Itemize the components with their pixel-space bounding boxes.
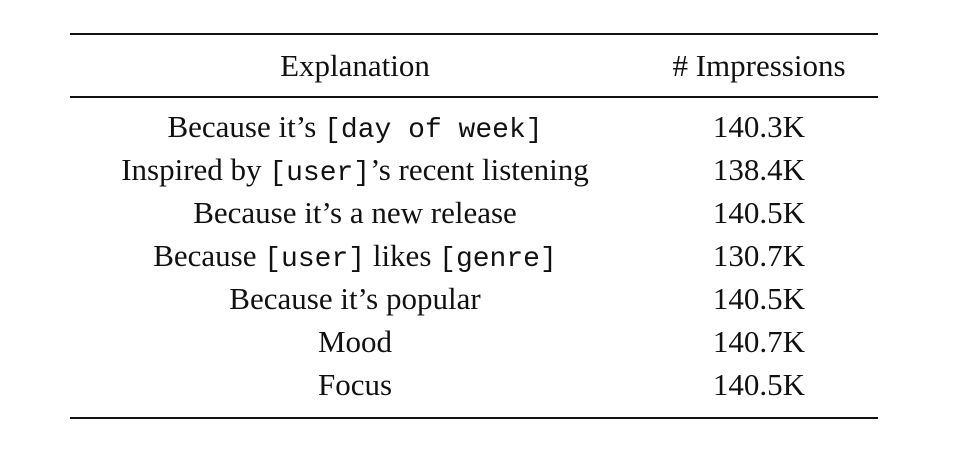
placeholder-token: [day of week] [324,114,543,146]
explanation-cell: Because it’s popular [70,281,640,317]
impressions-cell: 140.3K [712,109,806,144]
placeholder-token: [user] [264,243,366,275]
explanation-text: Because it’s popular [229,281,481,316]
explanation-text: Because it’s a new release [193,195,517,230]
explanation-text: Inspired by [121,151,270,187]
explanation-cell: Inspired by [user]’s recent listening [70,152,640,189]
explanation-cell: Because it’s a new release [70,195,640,231]
explanation-text: Because it’s [167,108,325,144]
table-row: Because it’s [day of week] 140.3K [70,106,878,149]
explanation-text: Focus [317,367,393,402]
impressions-cell: 140.5K [712,195,806,230]
table-row: Inspired by [user]’s recent listening 138… [70,149,878,192]
explanation-text: Mood [317,324,393,359]
table-body: Because it’s [day of week] 140.3K Inspired… [70,106,878,407]
impressions-cell: 140.7K [712,324,806,359]
header-impressions: # Impressions [672,47,846,83]
bottom-rule [70,416,878,419]
table-row: Because [user] likes [genre] 130.7K [70,235,878,278]
explanation-text: Because [153,237,265,273]
explanation-cell: Mood [70,324,640,360]
impressions-table: Explanation # Impressions Because it’s [… [70,33,878,419]
impressions-cell: 140.5K [712,367,806,402]
impressions-cell: 130.7K [712,238,806,273]
table-row: Because it’s popular 140.5K [70,278,878,321]
explanation-cell: Because it’s [day of week] [70,109,640,146]
header-row: Explanation # Impressions [70,35,878,96]
header-rule [70,96,878,98]
top-rule [70,33,878,35]
placeholder-token: [genre] [439,243,557,275]
explanation-text: likes [365,237,440,273]
header-explanation: Explanation [280,47,430,83]
explanation-cell: Focus [70,367,640,403]
table-row: Focus 140.5K [70,364,878,407]
placeholder-token: [user] [269,157,371,189]
table-row: Mood 140.7K [70,321,878,364]
impressions-cell: 138.4K [712,152,806,187]
explanation-text: ’s recent listening [370,151,589,187]
explanation-cell: Because [user] likes [genre] [70,238,640,275]
impressions-cell: 140.5K [712,281,806,316]
table-row: Because it’s a new release 140.5K [70,192,878,235]
